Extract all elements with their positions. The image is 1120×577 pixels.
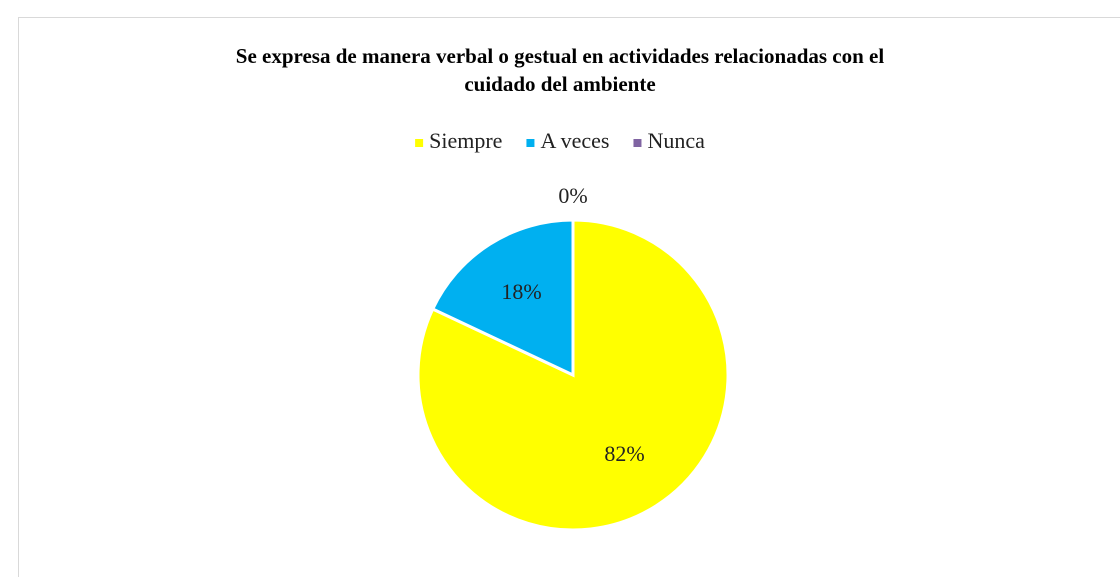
data-label: 18% bbox=[501, 279, 541, 304]
legend-swatch bbox=[526, 139, 535, 147]
legend-label: Nunca bbox=[647, 128, 705, 153]
legend-swatch bbox=[415, 139, 424, 147]
legend-swatch bbox=[633, 139, 642, 147]
data-label: 82% bbox=[604, 441, 644, 466]
chart-title: Se expresa de manera verbal o gestual en… bbox=[235, 44, 885, 96]
chart-frame bbox=[18, 17, 1120, 577]
legend-label: A veces bbox=[540, 128, 609, 153]
legend-label: Siempre bbox=[429, 128, 502, 153]
pie-slice bbox=[430, 218, 575, 378]
data-label: 0% bbox=[558, 183, 587, 208]
